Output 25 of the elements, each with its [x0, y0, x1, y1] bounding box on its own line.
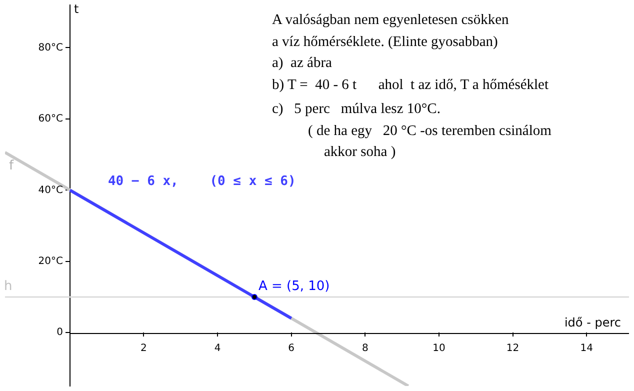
x-tick-label: 4 [214, 343, 221, 354]
series-label: f [9, 158, 14, 174]
x-tick-label: 2 [140, 343, 147, 354]
series-label: 40 − 6 x, (0 ≤ x ≤ 6) [108, 174, 296, 190]
y-axis-title: t [74, 2, 79, 16]
annotation: a) az ábra [272, 54, 333, 73]
annotation: A valóságban nem egyenletesen csökken [272, 11, 510, 30]
y-tick-label: 40°C [38, 184, 63, 196]
y-tick-label: 0 [56, 327, 63, 338]
x-axis-title: idő - perc [564, 316, 621, 330]
x-tick-label: 10 [432, 343, 446, 354]
y-tick-label: 80°C [38, 42, 63, 54]
x-tick-label: 8 [362, 343, 368, 354]
x-tick-label: 6 [288, 343, 295, 354]
annotation: b) T = 40 - 6 t ahol t az idő, T a hőméséklet [272, 76, 550, 94]
x-tick-label: 14 [580, 343, 593, 354]
series-label: A = (5, 10) [258, 278, 330, 294]
y-tick-label: 20°C [38, 256, 63, 267]
annotation: akkor soha ) [323, 143, 397, 162]
annotation: c) 5 perc múlva lesz 10°C. [272, 100, 442, 119]
annotation: ( de ha egy 20 °C -os teremben csinálom [307, 122, 552, 140]
annotation: a víz hőmérséklete. (Elinte gyosabban) [272, 32, 499, 52]
ref-line-label: h [4, 278, 12, 294]
x-tick-label: 12 [506, 343, 520, 354]
y-tick-label: 60°C [38, 114, 63, 125]
